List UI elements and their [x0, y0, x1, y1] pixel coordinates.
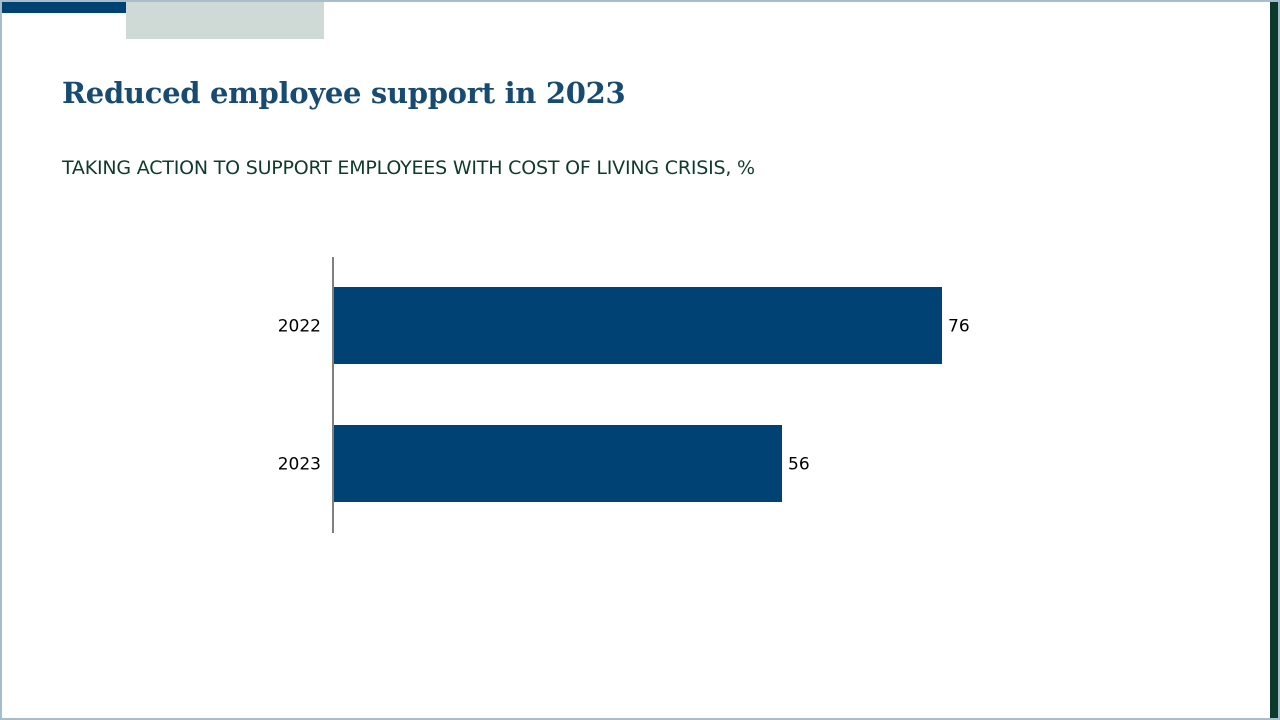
- accent-bar-dark: [2, 2, 236, 13]
- slide-title: Reduced employee support in 2023: [62, 76, 626, 110]
- category-label-2022: 2022: [278, 317, 321, 337]
- chart-subtitle: TAKING ACTION TO SUPPORT EMPLOYEES WITH …: [62, 157, 755, 179]
- data-label-2022: 76: [948, 317, 970, 337]
- category-label-2023: 2023: [278, 455, 321, 475]
- data-label-2023: 56: [788, 455, 810, 475]
- bar-2023: [334, 425, 782, 502]
- right-edge-stripe: [1270, 2, 1278, 718]
- bar-2022: [334, 287, 942, 364]
- accent-block-light: [126, 2, 324, 39]
